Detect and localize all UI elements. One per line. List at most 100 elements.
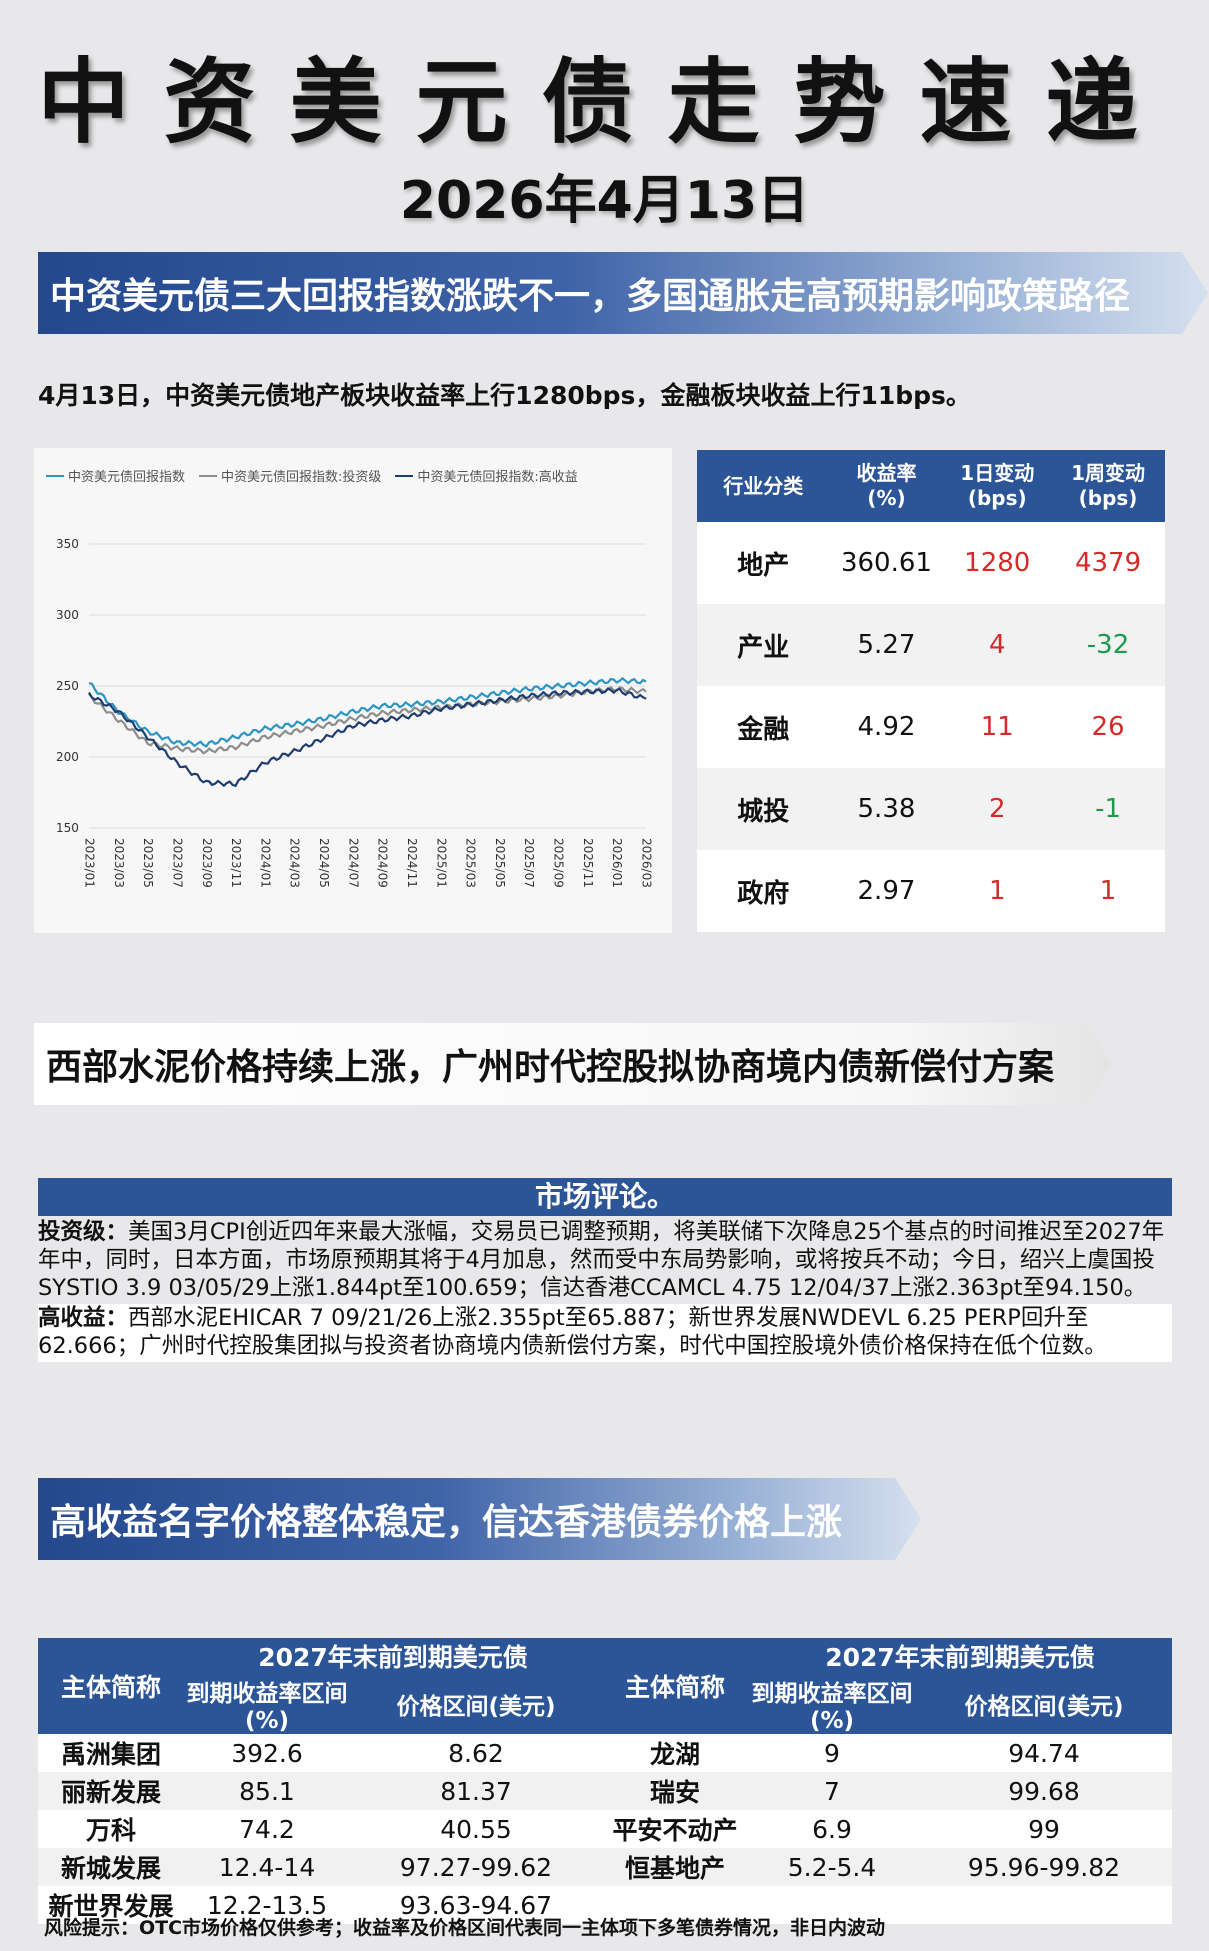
yield-range: 85.1 — [184, 1772, 350, 1810]
price-range — [916, 1886, 1172, 1924]
yield-range: 9 — [748, 1734, 916, 1772]
col-header-price-range: 价格区间(美元) — [916, 1674, 1172, 1734]
x-tick-label: 2025/07 — [522, 838, 536, 888]
sector-1w-change: 26 — [1051, 686, 1165, 768]
x-tick-label: 2025/11 — [581, 838, 595, 888]
issuer-name: 龙湖 — [602, 1734, 748, 1772]
yield-range: 5.2-5.4 — [748, 1848, 916, 1886]
sector-name: 产业 — [697, 604, 830, 686]
x-tick-label: 2023/09 — [200, 838, 214, 888]
series-line-2 — [88, 687, 647, 788]
sector-1w-change: -1 — [1051, 768, 1165, 850]
legend-label: 中资美元债回报指数:投资级 — [221, 470, 382, 485]
legend-swatch — [395, 474, 414, 477]
col-header-1d: 1日变动 (bps) — [943, 450, 1052, 522]
yield-range: 12.2-13.5 — [184, 1886, 350, 1924]
yield-range — [748, 1886, 916, 1924]
yield-range: 6.9 — [748, 1810, 916, 1848]
x-tick-label: 2024/09 — [376, 838, 390, 888]
sector-yield: 5.38 — [829, 768, 944, 850]
chart-legend: 中资美元债回报指数 中资美元债回报指数:投资级 中资美元债回报指数:高收益 — [46, 466, 578, 485]
sector-1d-change: 1280 — [943, 522, 1052, 604]
return-index-chart: 中资美元债回报指数 中资美元债回报指数:投资级 中资美元债回报指数:高收益 35… — [34, 448, 672, 933]
price-range: 81.37 — [350, 1772, 602, 1810]
legend-swatch — [46, 474, 64, 477]
comment-text: 西部水泥EHICAR 7 09/21/26上涨2.355pt至65.887；新世… — [38, 1305, 1107, 1359]
bond-price-table: 主体简称 2027年末前到期美元债 主体简称 2027年末前到期美元债 到期收益… — [38, 1638, 1172, 1924]
price-range: 93.63-94.67 — [350, 1886, 602, 1924]
col-header-yield: 收益率 (%) — [829, 450, 944, 522]
price-range: 94.74 — [916, 1734, 1172, 1772]
y-tick-label: 200 — [56, 750, 79, 764]
x-tick-label: 2023/01 — [83, 838, 97, 888]
price-range: 99 — [916, 1810, 1172, 1848]
market-comment-body: 投资级：美国3月CPI创近四年来最大涨幅，交易员已调整预期，将美联储下次降息25… — [38, 1218, 1172, 1362]
x-tick-label: 2026/01 — [610, 838, 624, 888]
y-tick-label: 350 — [56, 537, 79, 551]
sector-name: 政府 — [697, 850, 830, 932]
sector-row: 地产 360.61 1280 4379 — [697, 522, 1165, 604]
sector-row: 政府 2.97 1 1 — [697, 850, 1165, 932]
sector-yield: 5.27 — [829, 604, 944, 686]
issuer-name: 新城发展 — [38, 1848, 184, 1886]
y-tick-label: 150 — [56, 821, 79, 835]
issuer-name: 万科 — [38, 1810, 184, 1848]
issuer-name: 瑞安 — [602, 1772, 748, 1810]
issuer-name: 恒基地产 — [602, 1848, 748, 1886]
issuer-name: 禹洲集团 — [38, 1734, 184, 1772]
price-range: 40.55 — [350, 1810, 602, 1848]
col-header-yield-range: 到期收益率区间(%) — [184, 1674, 350, 1734]
x-tick-label: 2025/01 — [434, 838, 448, 888]
report-date: 2026年4月13日 — [399, 171, 810, 231]
sector-yield: 4.92 — [829, 686, 944, 768]
col-header-group: 2027年末前到期美元债 — [748, 1638, 1172, 1674]
comment-label: 投资级： — [38, 1219, 129, 1245]
section-banner-news: 西部水泥价格持续上涨，广州时代控股拟协商境内债新偿付方案 — [34, 1023, 1112, 1105]
bond-row: 新世界发展 12.2-13.5 93.63-94.67 — [38, 1886, 1172, 1924]
section-title: 西部水泥价格持续上涨，广州时代控股拟协商境内债新偿付方案 — [46, 1047, 1055, 1088]
issuer-name: 平安不动产 — [602, 1810, 748, 1848]
yield-range: 74.2 — [184, 1810, 350, 1848]
legend-label: 中资美元债回报指数 — [68, 470, 186, 485]
x-tick-label: 2024/11 — [405, 838, 419, 888]
sector-row: 城投 5.38 2 -1 — [697, 768, 1165, 850]
legend-item: 中资美元债回报指数 — [46, 466, 185, 485]
bond-row: 禹洲集团 392.6 8.62 龙湖 9 94.74 — [38, 1734, 1172, 1772]
x-tick-label: 2023/05 — [141, 838, 155, 888]
sector-1w-change: 1 — [1051, 850, 1165, 932]
x-tick-label: 2025/05 — [493, 838, 507, 888]
sector-1d-change: 11 — [943, 686, 1052, 768]
col-header-price-range: 价格区间(美元) — [350, 1674, 602, 1734]
sector-1d-change: 2 — [943, 768, 1052, 850]
section-banner-returns: 中资美元债三大回报指数涨跌不一，多国通胀走高预期影响政策路径 — [38, 252, 1208, 334]
col-header-yield-range: 到期收益率区间(%) — [748, 1674, 916, 1734]
x-tick-label: 2025/09 — [552, 838, 566, 888]
sector-yield: 360.61 — [829, 522, 944, 604]
x-tick-label: 2026/03 — [640, 838, 654, 888]
sector-name: 地产 — [697, 522, 830, 604]
y-tick-label: 300 — [56, 608, 79, 622]
x-tick-label: 2024/01 — [258, 838, 272, 888]
main-title: 中资美元债走势速递 — [37, 49, 1172, 156]
x-tick-label: 2024/05 — [317, 838, 331, 888]
section-banner-hy: 高收益名字价格整体稳定，信达香港债券价格上涨 — [38, 1478, 921, 1560]
sector-name: 城投 — [697, 768, 830, 850]
col-header-name: 主体简称 — [602, 1638, 748, 1734]
sector-1w-change: -32 — [1051, 604, 1165, 686]
issuer-name — [602, 1886, 748, 1924]
comment-text: 美国3月CPI创近四年来最大涨幅，交易员已调整预期，将美联储下次降息25个基点的… — [38, 1219, 1165, 1301]
chart-plot: 350 300 250 200 150 2023/01 2023/03 2023/05 2023… — [56, 537, 654, 888]
x-tick-label: 2024/07 — [346, 838, 360, 888]
comment-investment-grade: 投资级：美国3月CPI创近四年来最大涨幅，交易员已调整预期，将美联储下次降息25… — [38, 1218, 1172, 1304]
section-title: 高收益名字价格整体稳定，信达香港债券价格上涨 — [50, 1502, 843, 1543]
price-range: 95.96-99.82 — [916, 1848, 1172, 1886]
issuer-name: 丽新发展 — [38, 1772, 184, 1810]
sector-1d-change: 1 — [943, 850, 1052, 932]
section-summary: 4月13日，中资美元债地产板块收益率上行1280bps，金融板块收益上行11bp… — [38, 381, 971, 410]
sector-1w-change: 4379 — [1051, 522, 1165, 604]
legend-label: 中资美元债回报指数:高收益 — [417, 470, 578, 485]
x-tick-label: 2025/03 — [464, 838, 478, 888]
yield-range: 392.6 — [184, 1734, 350, 1772]
x-tick-label: 2023/07 — [170, 838, 184, 888]
section-title: 中资美元债三大回报指数涨跌不一，多国通胀走高预期影响政策路径 — [50, 276, 1131, 317]
